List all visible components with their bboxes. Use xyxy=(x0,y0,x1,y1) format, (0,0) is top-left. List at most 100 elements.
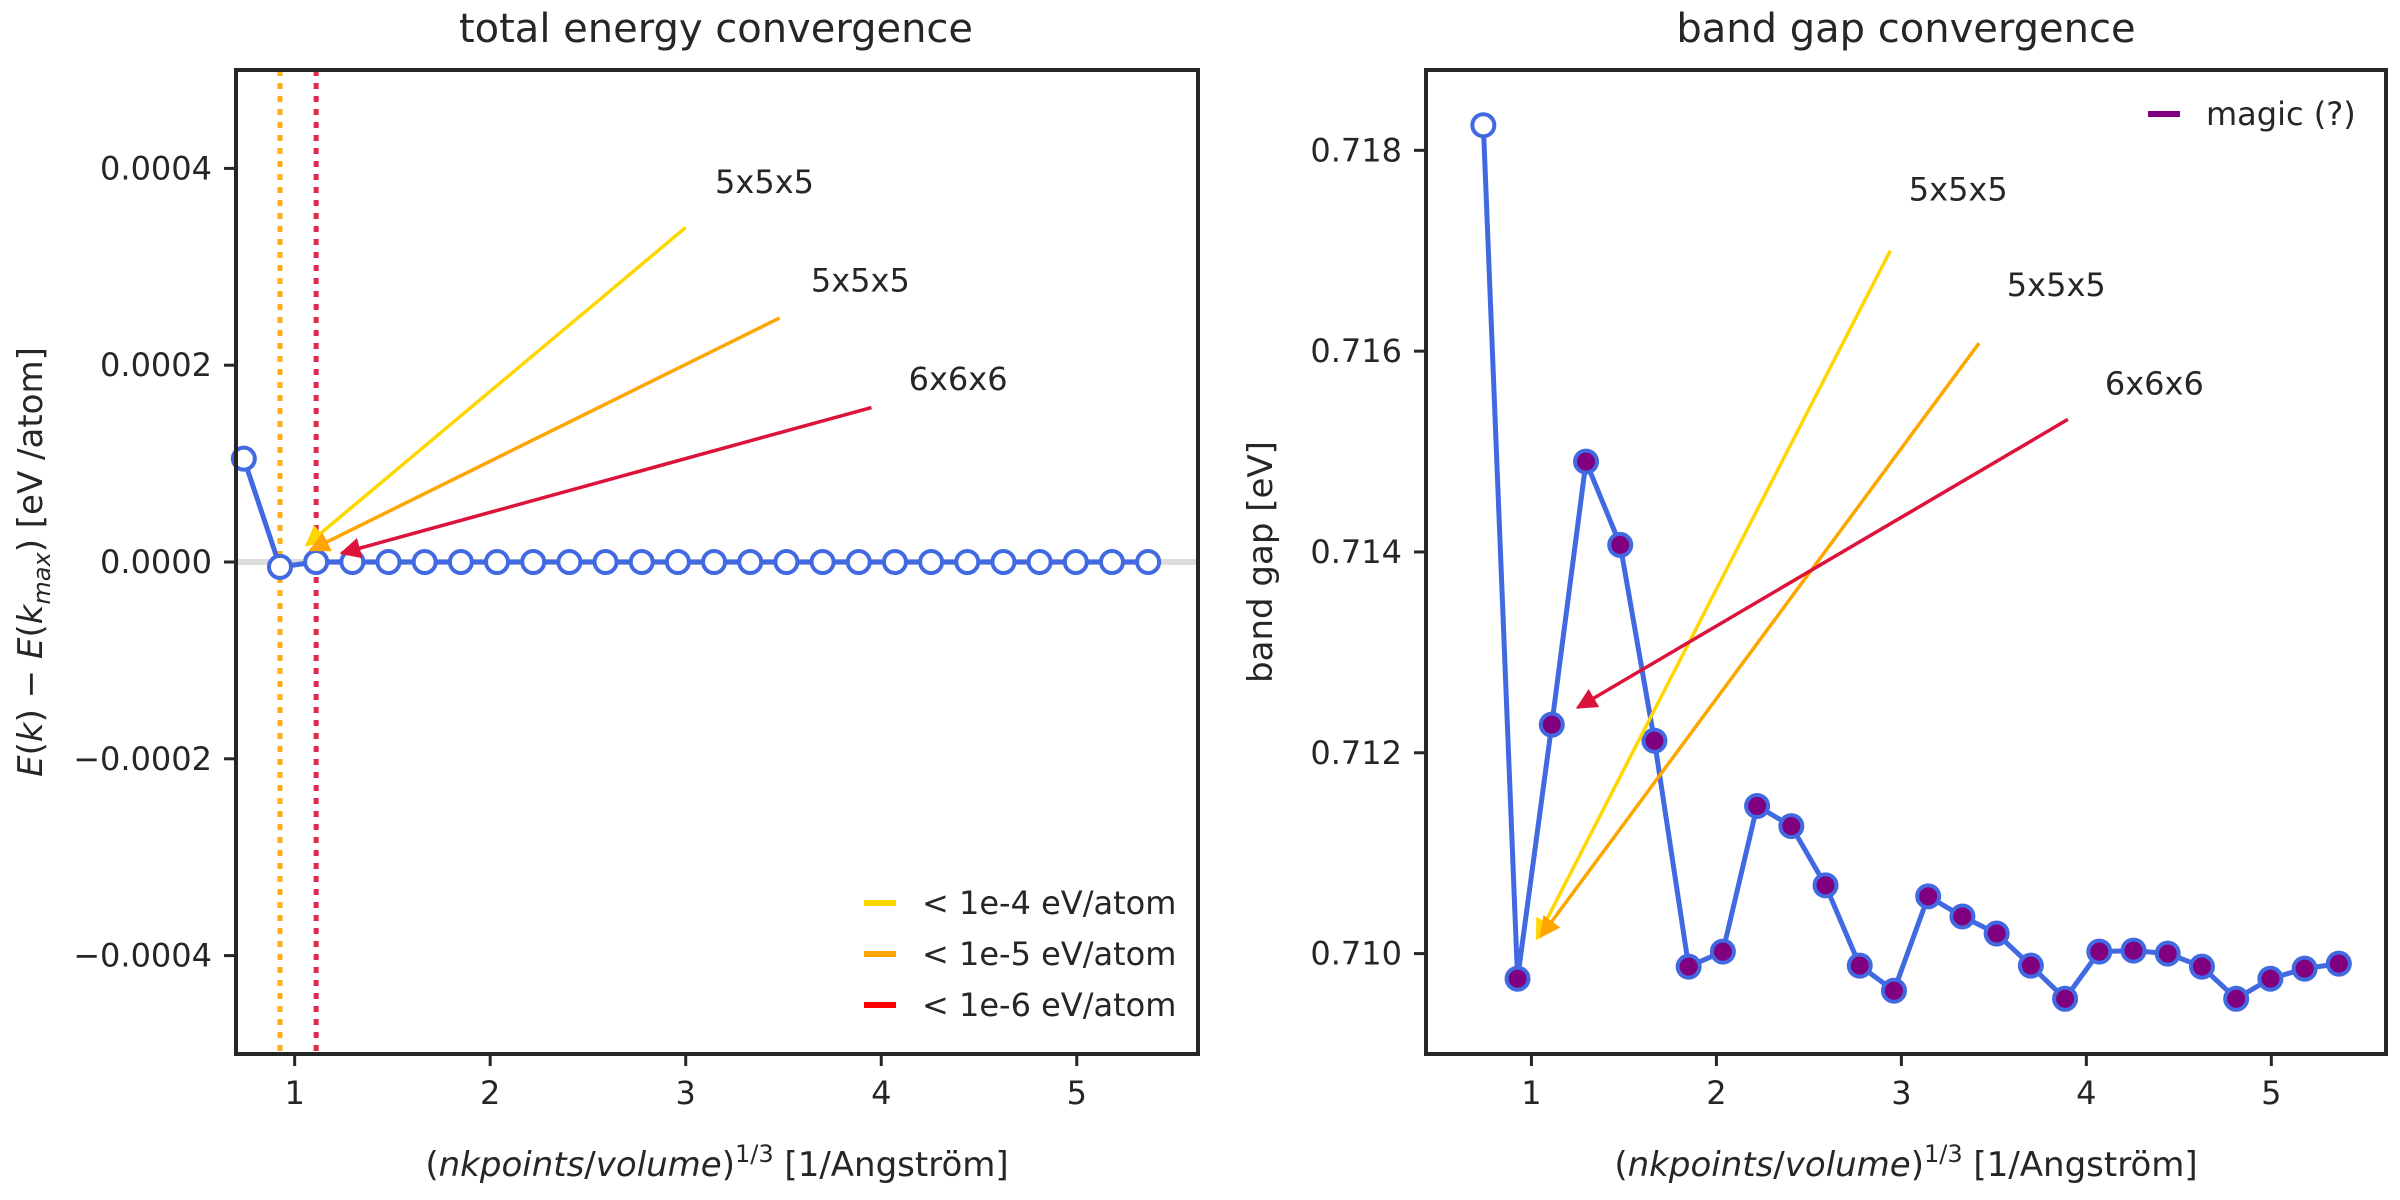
x-tick-label: 2 xyxy=(480,1074,500,1112)
annotation-arrow xyxy=(304,226,687,547)
magic-point xyxy=(1915,883,1942,910)
legend-label: < 1e-6 eV/atom xyxy=(922,986,1176,1024)
magic-point xyxy=(1675,953,1702,980)
data-point xyxy=(1135,549,1162,575)
data-point xyxy=(990,549,1017,575)
data-point xyxy=(556,549,583,575)
series-line xyxy=(241,457,1149,570)
y-tick-label: 0.710 xyxy=(1310,935,1402,973)
legend: < 1e-4 eV/atom < 1e-5 eV/atom < 1e-6 eV/at… xyxy=(864,884,1176,1024)
data-point xyxy=(845,549,872,575)
data-point xyxy=(1470,112,1497,139)
data-point xyxy=(809,549,836,575)
x-tick-label: 3 xyxy=(1891,1074,1911,1112)
data-point xyxy=(881,549,908,575)
data-point xyxy=(664,549,691,575)
annotation-arrow xyxy=(1539,342,1981,939)
annotation-label: 5x5x5 xyxy=(2007,266,2106,304)
magic-point xyxy=(2257,965,2284,992)
legend: magic (?) xyxy=(2148,95,2356,133)
data-point xyxy=(1062,549,1089,575)
data-point xyxy=(484,549,511,575)
magic-point xyxy=(1812,872,1839,899)
legend-label: < 1e-5 eV/atom xyxy=(922,935,1176,973)
magic-point xyxy=(1573,448,1599,475)
data-point xyxy=(339,549,366,575)
data-point xyxy=(1098,549,1125,575)
magic-point xyxy=(1744,792,1771,819)
x-tick-label: 4 xyxy=(2076,1074,2096,1112)
magic-point xyxy=(2154,940,2181,967)
data-point xyxy=(737,549,764,575)
magic-point xyxy=(2325,950,2352,977)
magic-point xyxy=(2223,985,2250,1012)
annotation-arrow xyxy=(339,405,872,559)
annotation-arrow xyxy=(308,316,781,552)
magic-point xyxy=(1880,977,1907,1004)
data-point xyxy=(266,553,293,580)
magic-point xyxy=(1846,952,1873,979)
magic-point xyxy=(1607,531,1634,558)
x-tick-label: 1 xyxy=(1521,1074,1541,1112)
legend-label: < 1e-4 eV/atom xyxy=(922,884,1176,922)
annotation-label: 5x5x5 xyxy=(811,261,910,299)
data-point xyxy=(411,549,438,575)
band-gap-panel: band gap convergence 5x5x5 5x5x5 6x6x6 1 2 3… xyxy=(1241,6,2388,1185)
data-point xyxy=(592,549,619,575)
magic-point xyxy=(1709,938,1736,965)
data-point xyxy=(628,549,655,575)
annotation-arrow xyxy=(1535,249,1892,941)
data-point xyxy=(1026,549,1053,575)
data-point xyxy=(954,549,981,575)
data-point xyxy=(375,549,402,575)
x-tick-label: 5 xyxy=(1067,1074,1087,1112)
annotation-label: 6x6x6 xyxy=(2105,364,2204,402)
chart-title: band gap convergence xyxy=(1676,6,2135,52)
annotation-arrow xyxy=(1575,417,2069,710)
y-tick-label: 0.0004 xyxy=(100,149,212,187)
magic-point xyxy=(2052,985,2079,1012)
legend-label: magic (?) xyxy=(2206,95,2356,133)
data-point xyxy=(447,549,474,575)
x-tick-label: 1 xyxy=(284,1074,304,1112)
magic-point xyxy=(2017,952,2044,979)
x-tick-label: 3 xyxy=(676,1074,696,1112)
data-point xyxy=(701,549,728,575)
series-line xyxy=(1480,125,2340,1002)
magic-point xyxy=(1504,965,1531,992)
magic-point xyxy=(1949,903,1976,930)
y-tick-label: 0.712 xyxy=(1310,734,1402,772)
magic-point xyxy=(2291,955,2318,982)
energy-convergence-panel: total energy convergence 5x5x5 5x5x5 6x6x6… xyxy=(11,6,1200,1185)
magic-point xyxy=(2120,937,2147,964)
chart-title: total energy convergence xyxy=(459,6,973,52)
y-tick-label: 0.714 xyxy=(1310,533,1402,571)
magic-point xyxy=(1778,813,1805,840)
magic-point xyxy=(1983,920,2010,947)
data-point xyxy=(520,549,547,575)
x-axis-label: (nkpoints/volume)1/3 [1/Angström] xyxy=(425,1140,1008,1185)
y-tick-label: 0.0002 xyxy=(100,346,212,384)
y-tick-label: 0.718 xyxy=(1310,131,1402,169)
magic-point xyxy=(1641,727,1668,754)
annotation-label: 6x6x6 xyxy=(909,360,1008,398)
annotation-label: 5x5x5 xyxy=(1909,171,2008,209)
data-point xyxy=(918,549,945,575)
magic-point xyxy=(2086,938,2113,965)
y-tick-label: 0.716 xyxy=(1310,332,1402,370)
annotation-label: 5x5x5 xyxy=(715,163,814,201)
data-point xyxy=(230,445,257,472)
y-tick-label: −0.0004 xyxy=(73,937,212,975)
y-axis-label: band gap [eV] xyxy=(1241,441,1281,683)
data-point xyxy=(773,549,800,575)
plot-frame xyxy=(1424,68,2388,1056)
magic-point xyxy=(2188,953,2215,980)
x-tick-label: 2 xyxy=(1706,1074,1726,1112)
x-tick-label: 5 xyxy=(2261,1074,2281,1112)
magic-point xyxy=(1538,711,1565,738)
data-point xyxy=(303,549,330,575)
y-tick-label: −0.0002 xyxy=(73,740,212,778)
x-tick-label: 4 xyxy=(871,1074,891,1112)
y-tick-label: 0.0000 xyxy=(100,543,212,581)
